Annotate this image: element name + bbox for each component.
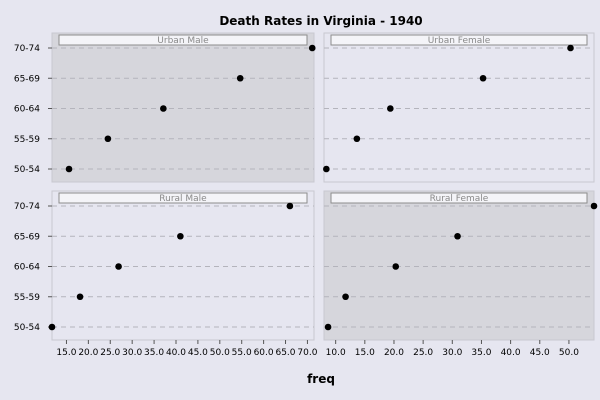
panel-urban-male: Urban Male 50-54 55-59 60-64 65-69 70-74 (14, 32, 316, 183)
x-tick-label: 45.0 (530, 348, 550, 358)
chart-title: Death Rates in Virginia - 1940 (219, 14, 422, 28)
data-point-urban-female-65-69 (479, 74, 487, 82)
data-point-urban-female-70-74 (567, 44, 574, 52)
data-point-urban-female-60-64 (387, 105, 394, 112)
panel-urban-female: Urban Female (323, 32, 595, 183)
x-tick-label: 30.0 (122, 348, 142, 358)
x-tick-label: 10.0 (326, 348, 346, 358)
x-axis-label: freq (307, 372, 335, 386)
data-point-rural-female-60-64 (392, 263, 400, 270)
y-tick-label: 50-54 (14, 323, 40, 333)
y-tick-label: 55-59 (14, 135, 40, 145)
data-point-urban-female-50-54 (323, 165, 330, 173)
panel-background (51, 32, 315, 183)
x-tick-label: 65.0 (275, 348, 295, 358)
x-tick-label: 15.0 (355, 348, 375, 358)
x-tick-label: 20.0 (384, 348, 404, 358)
panel-strip-label: Urban Male (157, 36, 209, 46)
panel-strip (58, 34, 308, 46)
x-tick-label: 55.0 (232, 348, 252, 358)
panel-rural-female: Rural Female 10.0 15.0 20.0 25.0 30.0 35.0 40.0… (323, 190, 598, 358)
data-point-rural-female-55-59 (342, 293, 349, 301)
x-tick-label: 40.0 (166, 348, 186, 358)
y-tick-label: 65-69 (14, 74, 40, 84)
panel-strip-label: Rural Male (159, 194, 207, 204)
y-tick-label: 60-64 (14, 263, 40, 273)
x-tick-label: 50.0 (559, 348, 579, 358)
data-point-rural-male-55-59 (76, 293, 84, 301)
data-point-rural-male-65-69 (177, 232, 184, 240)
data-point-rural-female-70-74 (590, 202, 598, 210)
data-point-urban-male-65-69 (236, 74, 244, 82)
x-tick-label: 15.0 (56, 348, 76, 358)
x-tick-label: 30.0 (442, 348, 462, 358)
y-tick-label: 70-74 (14, 202, 40, 212)
x-tick-label: 20.0 (78, 348, 98, 358)
x-tick-label: 35.0 (471, 348, 491, 358)
y-tick-label: 70-74 (14, 44, 40, 54)
x-tick-label: 50.0 (210, 348, 230, 358)
y-tick-label: 60-64 (14, 105, 40, 115)
x-tick-label: 45.0 (188, 348, 208, 358)
data-point-urban-female-55-59 (353, 135, 361, 143)
data-point-rural-female-65-69 (454, 232, 461, 240)
x-tick-label: 25.0 (100, 348, 120, 358)
plot-area: Urban Male50-5455-5960-6465-6970-74Urban… (14, 32, 598, 358)
y-tick-label: 55-59 (14, 293, 40, 303)
panel-strip-label: Urban Female (428, 36, 491, 46)
data-point-rural-female-50-54 (324, 323, 332, 331)
panel-strip (330, 192, 588, 204)
panel-strip-label: Rural Female (430, 194, 489, 204)
x-tick-label: 70.0 (297, 348, 317, 358)
panel-background (323, 32, 595, 183)
x-tick-label: 25.0 (413, 348, 433, 358)
x-tick-label: 35.0 (144, 348, 164, 358)
data-point-urban-male-70-74 (308, 44, 316, 52)
x-tick-label: 40.0 (501, 348, 521, 358)
panel-strip (58, 192, 308, 204)
panel-strip (330, 34, 588, 46)
y-tick-label: 50-54 (14, 165, 40, 175)
y-tick-label: 65-69 (14, 232, 40, 242)
data-point-rural-male-50-54 (48, 323, 56, 331)
data-point-rural-male-60-64 (115, 263, 122, 270)
data-point-rural-male-70-74 (286, 202, 294, 210)
panel-background (51, 190, 315, 341)
panel-background (323, 190, 595, 341)
data-point-urban-male-60-64 (160, 105, 167, 112)
x-tick-label: 60.0 (254, 348, 274, 358)
data-point-urban-male-55-59 (104, 135, 112, 143)
data-point-urban-male-50-54 (65, 165, 73, 173)
